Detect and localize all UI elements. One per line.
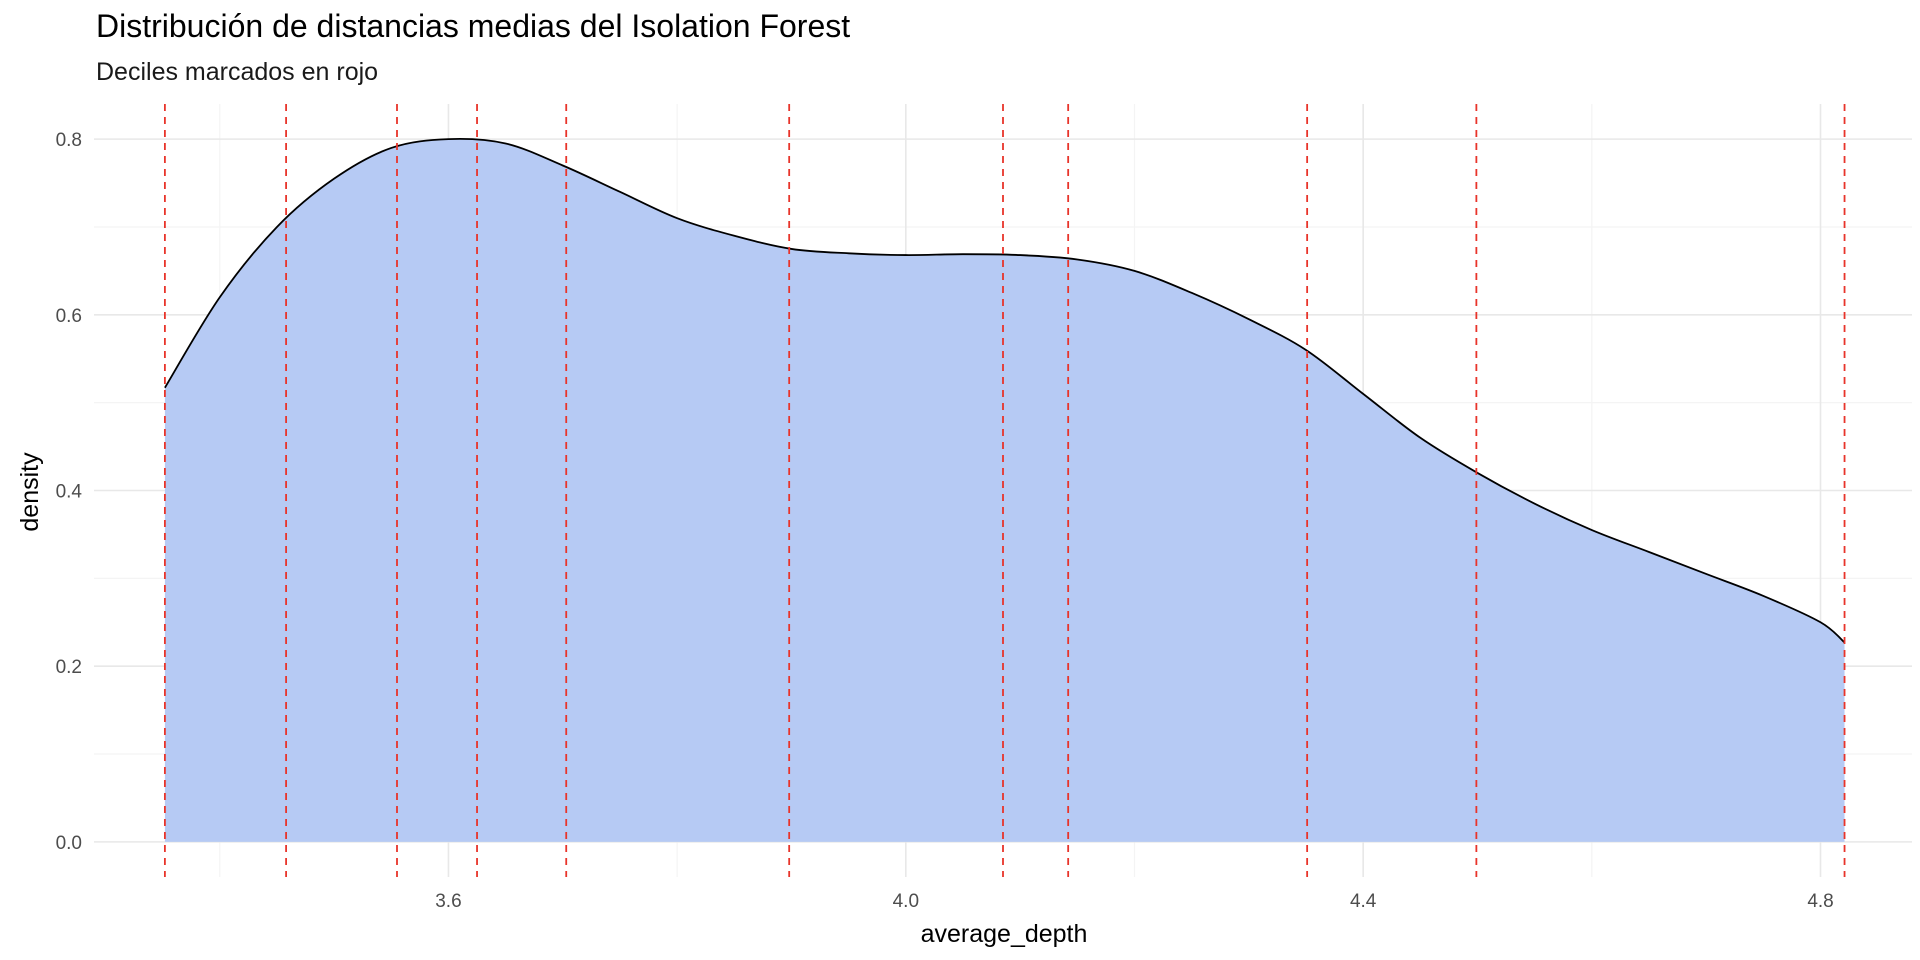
area-layer [164, 137, 1846, 842]
x-tick-label: 4.0 [893, 891, 919, 912]
x-tick-label: 4.4 [1350, 891, 1377, 912]
x-tick-label: 3.6 [435, 891, 461, 912]
y-tick-label: 0.0 [56, 833, 82, 854]
x-axis-ticks: 3.6 4.0 4.4 4.8 [435, 891, 1833, 912]
y-tick-label: 0.2 [56, 657, 82, 678]
y-tick-label: 0.8 [56, 130, 82, 151]
y-axis-ticks: 0.0 0.2 0.4 0.6 0.8 [56, 130, 83, 854]
chart-title: Distribución de distancias medias del Is… [96, 8, 851, 44]
y-tick-label: 0.4 [56, 482, 83, 503]
density-area [164, 138, 1845, 842]
y-axis-title: density [16, 452, 44, 532]
y-tick-label: 0.6 [56, 306, 82, 327]
x-axis-title: average_depth [921, 920, 1088, 948]
density-line [164, 137, 1846, 644]
chart-subtitle: Deciles marcados en rojo [96, 58, 379, 86]
x-tick-label: 4.8 [1807, 891, 1833, 912]
